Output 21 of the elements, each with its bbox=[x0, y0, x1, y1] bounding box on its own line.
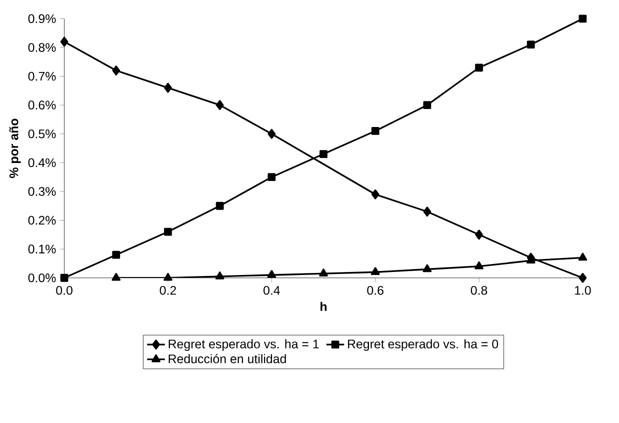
y-tick-label: 0.3% bbox=[28, 187, 56, 196]
y-tick-label: 0.0% bbox=[28, 273, 56, 282]
y-axis-title: % por año bbox=[9, 118, 21, 178]
y-tick-label: 0.4% bbox=[28, 158, 56, 168]
legend-label: Reducción en utilidad bbox=[168, 354, 286, 364]
y-tick-label: 0.2% bbox=[28, 216, 56, 225]
y-tick-label: 0.7% bbox=[28, 72, 56, 81]
y-tick-label: 0.8% bbox=[28, 43, 56, 52]
y-tick-label: 0.6% bbox=[28, 100, 56, 110]
y-tick-label: 0.9% bbox=[28, 14, 56, 24]
legend-label: Regret esperado vs. ha = 0 bbox=[348, 339, 498, 351]
legend-label: Regret esperado vs. ha = 1 bbox=[168, 339, 319, 351]
x-tick-label: 0.2 bbox=[160, 286, 176, 295]
y-tick-label: 0.1% bbox=[28, 244, 56, 254]
x-tick-label: 0.0 bbox=[56, 286, 72, 295]
x-tick-label: 0.6 bbox=[367, 286, 384, 295]
x-axis-title: h bbox=[320, 302, 327, 311]
x-tick-label: 1.0 bbox=[575, 286, 591, 295]
x-tick-label: 0.8 bbox=[470, 286, 488, 295]
x-tick-label: 0.4 bbox=[263, 286, 280, 295]
y-tick-label: 0.5% bbox=[28, 129, 56, 138]
